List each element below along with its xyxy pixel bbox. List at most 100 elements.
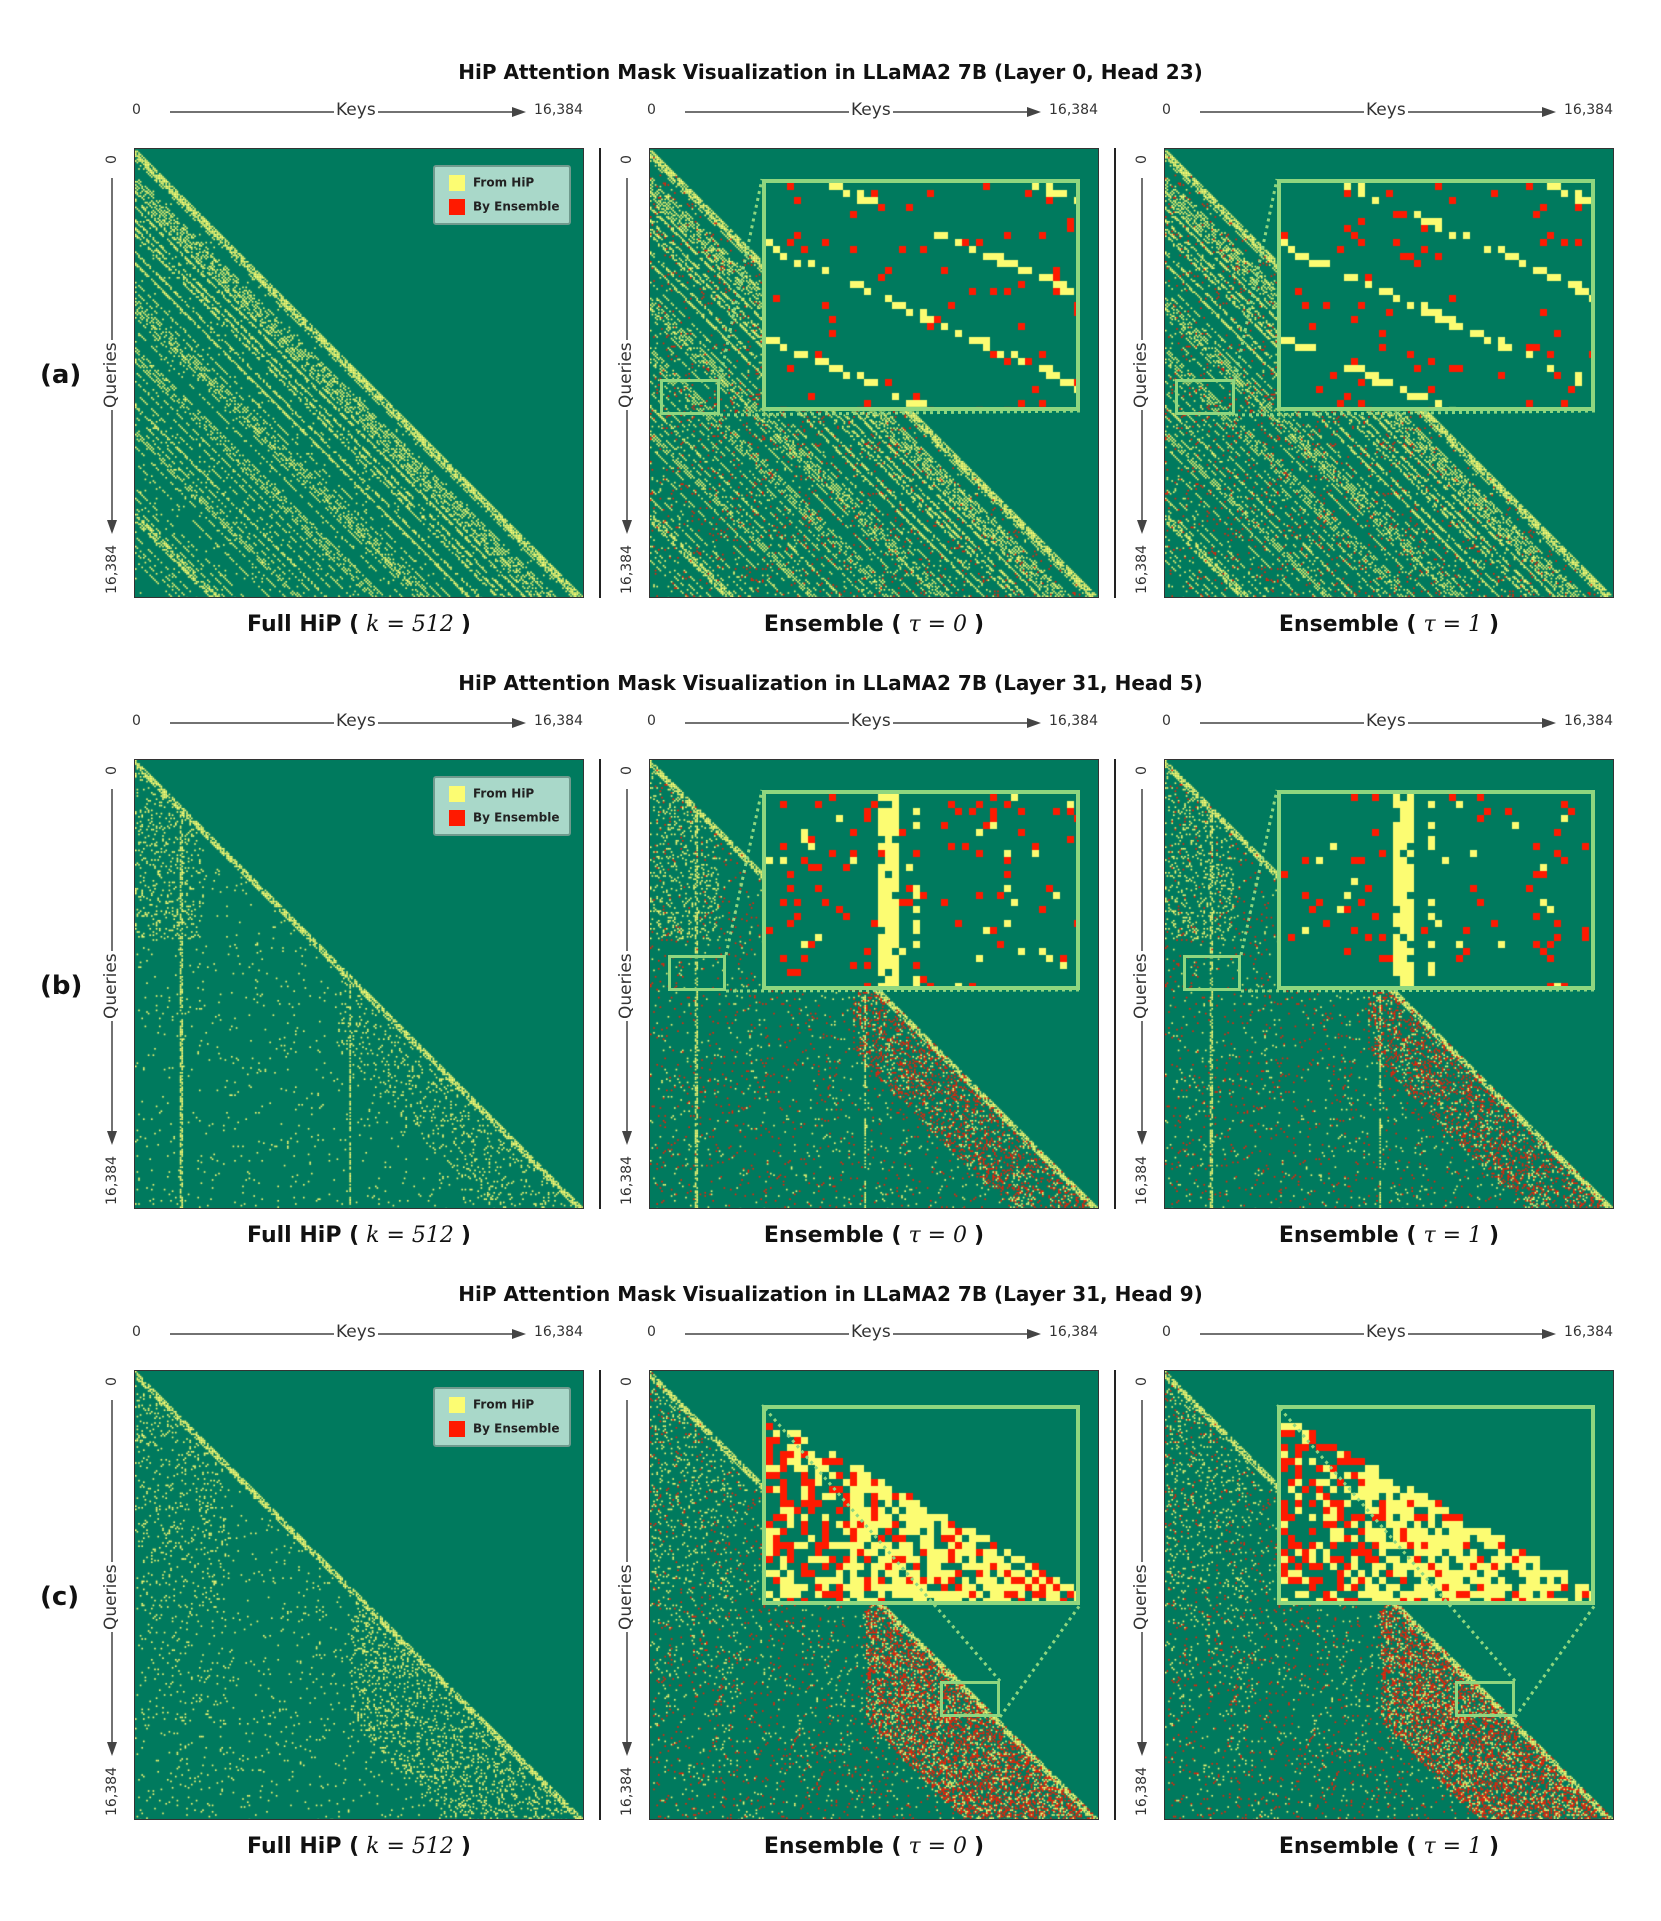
legend-item: From HiP [449, 1397, 534, 1413]
y-axis-title: Queries [616, 1562, 636, 1632]
zoom-inset [1277, 179, 1595, 411]
x-axis-title: Keys [1364, 1322, 1408, 1342]
legend-item: From HiP [449, 175, 534, 191]
y-tick-end: 16,384 [104, 1156, 120, 1205]
x-tick-end: 16,384 [1564, 713, 1613, 729]
y-tick-start: 0 [104, 155, 120, 164]
caption-prefix: Ensemble ( [1278, 1223, 1417, 1248]
caption-prefix: Ensemble ( [1278, 612, 1417, 637]
by-ensemble-swatch [449, 1421, 465, 1437]
y-tick-start: 0 [1134, 155, 1150, 164]
heatmap-panel [649, 148, 1099, 598]
caption-suffix: ) [974, 612, 985, 637]
y-tick-start: 0 [1134, 1377, 1150, 1386]
caption-prefix: Ensemble ( [763, 1834, 902, 1859]
caption-math: k = 512 [359, 1223, 461, 1248]
by-ensemble-swatch [449, 810, 465, 826]
heatmap-panel [649, 759, 1099, 1209]
zoom-region [1455, 1681, 1515, 1717]
caption-math: τ = 0 [901, 1834, 975, 1859]
legend: From HiP By Ensemble [433, 1387, 571, 1447]
caption-suffix: ) [460, 612, 471, 637]
y-axis-title: Queries [616, 951, 636, 1021]
y-tick-end: 16,384 [104, 545, 120, 594]
x-tick-end: 16,384 [534, 713, 583, 729]
heatmap-panel [1164, 759, 1614, 1209]
caption-math: τ = 1 [1416, 612, 1490, 637]
legend-item: By Ensemble [449, 1421, 560, 1437]
caption-prefix: Full HiP ( [247, 1834, 360, 1859]
legend-label: From HiP [473, 175, 535, 190]
zoom-inset-cells [1281, 794, 1591, 986]
caption-prefix: Ensemble ( [763, 612, 902, 637]
legend-label: By Ensemble [473, 810, 560, 825]
x-axis-title: Keys [849, 1322, 893, 1342]
legend-label: From HiP [473, 1397, 535, 1412]
x-tick-end: 16,384 [1564, 102, 1613, 118]
legend: From HiP By Ensemble [433, 165, 571, 225]
zoom-region [940, 1681, 1000, 1717]
panel-separator [599, 759, 601, 1209]
x-axis-title: Keys [1364, 100, 1408, 120]
caption-prefix: Full HiP ( [247, 1223, 360, 1248]
x-tick-start: 0 [647, 1324, 656, 1340]
zoom-inset-cells [766, 1409, 1076, 1601]
x-axis-title: Keys [849, 100, 893, 120]
y-axis-title: Queries [1131, 340, 1151, 410]
caption-suffix: ) [1489, 1834, 1500, 1859]
y-tick-start: 0 [104, 766, 120, 775]
y-tick-end: 16,384 [619, 1156, 635, 1205]
panel-caption: Ensemble ( τ = 0 ) [649, 1223, 1099, 1248]
x-tick-start: 0 [1162, 1324, 1171, 1340]
y-tick-start: 0 [619, 766, 635, 775]
y-tick-end: 16,384 [1134, 1767, 1150, 1816]
y-tick-start: 0 [619, 1377, 635, 1386]
zoom-inset [762, 179, 1080, 411]
heatmap-panel: From HiP By Ensemble [134, 759, 584, 1209]
caption-math: τ = 1 [1416, 1223, 1490, 1248]
caption-prefix: Full HiP ( [247, 612, 360, 637]
zoom-inset [1277, 790, 1595, 990]
caption-suffix: ) [1489, 1223, 1500, 1248]
x-axis-title: Keys [334, 1322, 378, 1342]
panel-caption: Ensemble ( τ = 0 ) [649, 1834, 1099, 1859]
caption-math: τ = 0 [901, 1223, 975, 1248]
y-tick-end: 16,384 [619, 545, 635, 594]
zoom-region [660, 379, 720, 415]
x-tick-start: 0 [132, 713, 141, 729]
y-axis-title: Queries [616, 340, 636, 410]
row-title: HiP Attention Mask Visualization in LLaM… [458, 1282, 1203, 1306]
caption-suffix: ) [974, 1223, 985, 1248]
y-tick-end: 16,384 [619, 1767, 635, 1816]
x-axis-title: Keys [334, 100, 378, 120]
x-axis-title: Keys [849, 711, 893, 731]
y-tick-start: 0 [1134, 766, 1150, 775]
from-hip-swatch [449, 1397, 465, 1413]
y-tick-end: 16,384 [1134, 545, 1150, 594]
legend-item: By Ensemble [449, 199, 560, 215]
y-axis-title: Queries [1131, 1562, 1151, 1632]
caption-suffix: ) [974, 1834, 985, 1859]
row-label: (b) [40, 971, 83, 1001]
from-hip-swatch [449, 786, 465, 802]
caption-math: τ = 0 [901, 612, 975, 637]
x-tick-start: 0 [132, 102, 141, 118]
panel-separator [599, 148, 601, 598]
x-tick-start: 0 [1162, 102, 1171, 118]
caption-math: τ = 1 [1416, 1834, 1490, 1859]
y-axis-title: Queries [101, 1562, 121, 1632]
zoom-inset [762, 1405, 1080, 1605]
row-label: (c) [40, 1582, 80, 1612]
zoom-region [668, 955, 726, 991]
y-tick-end: 16,384 [1134, 1156, 1150, 1205]
row-title: HiP Attention Mask Visualization in LLaM… [458, 60, 1203, 84]
panel-separator [1114, 1370, 1116, 1820]
x-tick-start: 0 [647, 102, 656, 118]
legend-item: By Ensemble [449, 810, 560, 826]
legend-label: By Ensemble [473, 199, 560, 214]
heatmap-panel [1164, 148, 1614, 598]
panel-caption: Ensemble ( τ = 0 ) [649, 612, 1099, 637]
caption-prefix: Ensemble ( [763, 1223, 902, 1248]
y-tick-start: 0 [619, 155, 635, 164]
x-tick-end: 16,384 [534, 102, 583, 118]
